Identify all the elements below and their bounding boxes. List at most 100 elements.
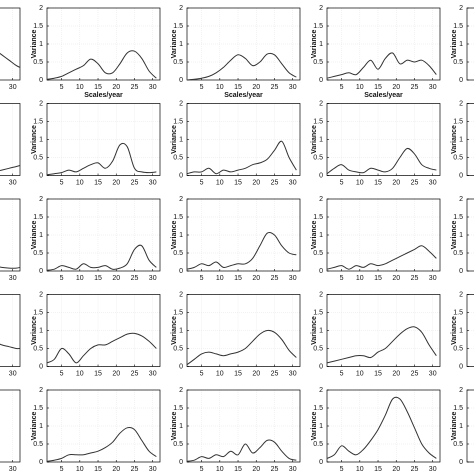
- panel: 30: [0, 103, 21, 186]
- x-tick-label: 30: [429, 275, 437, 282]
- y-axis-label: Variance: [311, 411, 318, 440]
- y-tick-label: 0: [179, 363, 183, 370]
- plot-frame: [186, 294, 301, 367]
- x-tick-label: 30: [9, 179, 17, 186]
- y-tick-label: 2: [319, 5, 323, 12]
- y-tick-label: 1.5: [453, 118, 463, 125]
- variance-line: [46, 50, 157, 80]
- y-tick-label: 2: [39, 387, 43, 394]
- x-tick-label: 15: [94, 466, 102, 473]
- plot-frame: [326, 294, 441, 367]
- x-tick-label: 20: [112, 84, 120, 91]
- y-axis-label: Variance: [31, 411, 38, 440]
- x-tick-label: 20: [392, 179, 400, 186]
- variance-line: [46, 427, 157, 462]
- plot-frame: [326, 389, 441, 463]
- x-tick-label: 20: [252, 179, 260, 186]
- x-tick-label: 5: [340, 370, 344, 377]
- variance-line: [46, 244, 157, 271]
- y-tick-label: 0.5: [33, 59, 43, 66]
- x-tick-label: 10: [76, 179, 84, 186]
- y-tick-label: 2: [39, 196, 43, 203]
- y-tick-label: 1.5: [453, 405, 463, 412]
- x-tick-label: 30: [149, 179, 157, 186]
- y-tick-label: 0: [179, 77, 183, 84]
- y-tick-label: 2: [39, 100, 43, 107]
- y-tick-label: 1.5: [33, 23, 43, 30]
- y-tick-label: 0.5: [313, 59, 323, 66]
- y-axis-label: Variance: [311, 220, 318, 249]
- x-tick-label: 15: [94, 370, 102, 377]
- y-tick-label: 0: [319, 77, 323, 84]
- x-tick-label: 20: [392, 466, 400, 473]
- y-tick-label: 0.5: [453, 441, 463, 448]
- x-tick-label: 15: [374, 370, 382, 377]
- y-tick-label: 2: [39, 5, 43, 12]
- y-axis-label: Variance: [311, 316, 318, 345]
- x-tick-label: 5: [60, 466, 64, 473]
- y-tick-label: 0.5: [173, 441, 183, 448]
- x-tick-label: 10: [356, 84, 364, 91]
- variance-line: [326, 147, 437, 175]
- y-tick-label: 2: [179, 196, 183, 203]
- y-axis-label: Variance: [31, 316, 38, 345]
- y-tick-label: 1.5: [33, 118, 43, 125]
- y-tick-label: 0: [459, 172, 463, 179]
- x-tick-label: 10: [356, 466, 364, 473]
- panel: 30: [0, 389, 21, 473]
- plot-frame: [46, 294, 161, 367]
- x-tick-label: 25: [411, 466, 419, 473]
- variance-line: [326, 396, 437, 459]
- plot-frame: [0, 389, 21, 463]
- x-tick-label: 30: [9, 466, 17, 473]
- plot-frame: [0, 198, 21, 272]
- y-tick-label: 1: [179, 136, 183, 143]
- variance-line: [46, 142, 157, 176]
- x-tick-label: 10: [356, 370, 364, 377]
- y-tick-label: 0.5: [453, 250, 463, 257]
- y-tick-label: 0: [39, 172, 43, 179]
- y-axis-label: Variance: [451, 316, 458, 345]
- y-tick-label: 0: [319, 268, 323, 275]
- y-tick-label: 1: [459, 232, 463, 239]
- variance-line: [326, 245, 437, 270]
- plot-frame: [46, 7, 161, 81]
- x-tick-label: 5: [340, 179, 344, 186]
- y-tick-label: 0: [179, 268, 183, 275]
- x-tick-label: 30: [149, 370, 157, 377]
- x-tick-label: 10: [216, 84, 224, 91]
- y-tick-label: 0: [39, 268, 43, 275]
- y-tick-label: 1: [319, 423, 323, 430]
- y-tick-label: 1: [319, 136, 323, 143]
- plot-frame: [46, 389, 161, 463]
- x-tick-label: 25: [271, 370, 279, 377]
- panel: 0 0.5 1 1.5 2 Variance: [451, 291, 474, 370]
- y-tick-label: 1: [179, 327, 183, 334]
- variance-line: [0, 343, 21, 350]
- y-tick-label: 2: [179, 291, 183, 298]
- panel: 30: [0, 198, 21, 282]
- x-tick-label: 30: [149, 275, 157, 282]
- y-tick-label: 0: [459, 363, 463, 370]
- plot-frame: [466, 198, 474, 272]
- y-tick-label: 0: [319, 172, 323, 179]
- y-tick-label: 2: [179, 5, 183, 12]
- x-tick-label: 30: [289, 275, 297, 282]
- x-tick-label: 5: [340, 84, 344, 91]
- x-tick-label: 5: [340, 466, 344, 473]
- y-axis-label: Variance: [311, 125, 318, 154]
- y-tick-label: 2: [459, 196, 463, 203]
- x-tick-label: 15: [374, 179, 382, 186]
- y-tick-label: 1.5: [173, 23, 183, 30]
- y-axis-label: Variance: [171, 29, 178, 58]
- y-tick-label: 1.5: [173, 309, 183, 316]
- variance-line: [186, 140, 297, 175]
- x-tick-label: 20: [252, 84, 260, 91]
- y-tick-label: 1.5: [33, 309, 43, 316]
- plot-frame: [326, 198, 441, 272]
- x-tick-label: 15: [234, 179, 242, 186]
